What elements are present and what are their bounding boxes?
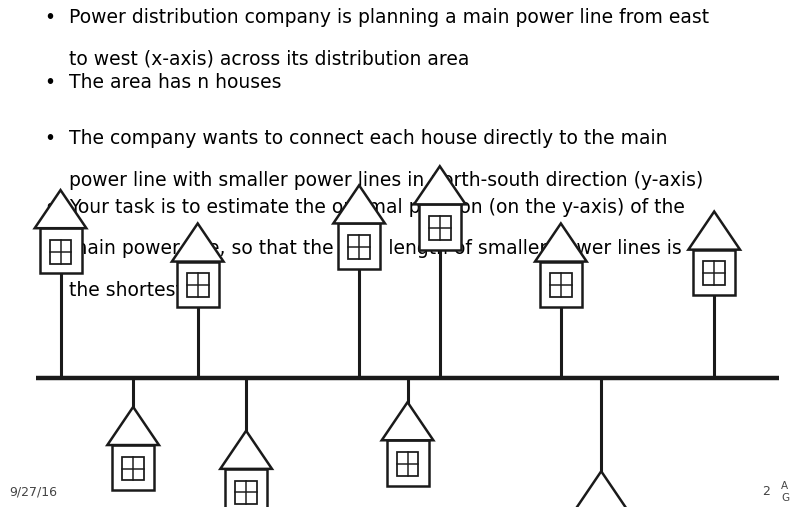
Text: •: • xyxy=(44,198,56,216)
Bar xyxy=(177,262,219,307)
Bar xyxy=(49,240,72,264)
Polygon shape xyxy=(35,190,86,228)
Bar xyxy=(429,216,451,240)
Text: power line with smaller power lines in north-south direction (y-axis): power line with smaller power lines in n… xyxy=(69,171,703,190)
Bar xyxy=(225,469,267,507)
Polygon shape xyxy=(107,407,159,445)
Text: the shortest.: the shortest. xyxy=(69,281,188,300)
Text: •: • xyxy=(44,8,56,27)
Bar xyxy=(122,457,144,480)
Text: to west (x-axis) across its distribution area: to west (x-axis) across its distribution… xyxy=(69,50,469,69)
Text: Your task is to estimate the optimal position (on the y-axis) of the: Your task is to estimate the optimal pos… xyxy=(69,198,684,216)
Text: The area has n houses: The area has n houses xyxy=(69,73,281,92)
Text: 9/27/16: 9/27/16 xyxy=(10,485,57,498)
Text: main power line, so that the total length of smaller power lines is: main power line, so that the total lengt… xyxy=(69,239,681,258)
Text: •: • xyxy=(44,73,56,92)
Bar xyxy=(703,262,725,285)
Bar xyxy=(419,204,461,249)
Bar xyxy=(396,452,419,476)
Bar xyxy=(186,273,209,297)
Polygon shape xyxy=(414,166,466,204)
Polygon shape xyxy=(220,431,272,469)
Polygon shape xyxy=(172,224,224,262)
Bar xyxy=(540,262,582,307)
Text: A
G: A G xyxy=(781,481,789,502)
Polygon shape xyxy=(575,472,627,507)
Text: 2: 2 xyxy=(762,485,770,498)
Polygon shape xyxy=(688,211,740,249)
Text: •: • xyxy=(44,129,56,148)
Bar xyxy=(112,445,154,490)
Bar xyxy=(550,273,572,297)
Polygon shape xyxy=(535,224,587,262)
Bar xyxy=(693,249,735,295)
Bar xyxy=(338,224,380,269)
Polygon shape xyxy=(333,186,385,224)
Polygon shape xyxy=(382,402,433,440)
Text: The company wants to connect each house directly to the main: The company wants to connect each house … xyxy=(69,129,667,148)
Bar xyxy=(387,440,429,486)
Bar xyxy=(40,228,82,273)
Bar xyxy=(348,235,370,259)
Bar xyxy=(235,481,257,504)
Text: Power distribution company is planning a main power line from east: Power distribution company is planning a… xyxy=(69,8,709,27)
